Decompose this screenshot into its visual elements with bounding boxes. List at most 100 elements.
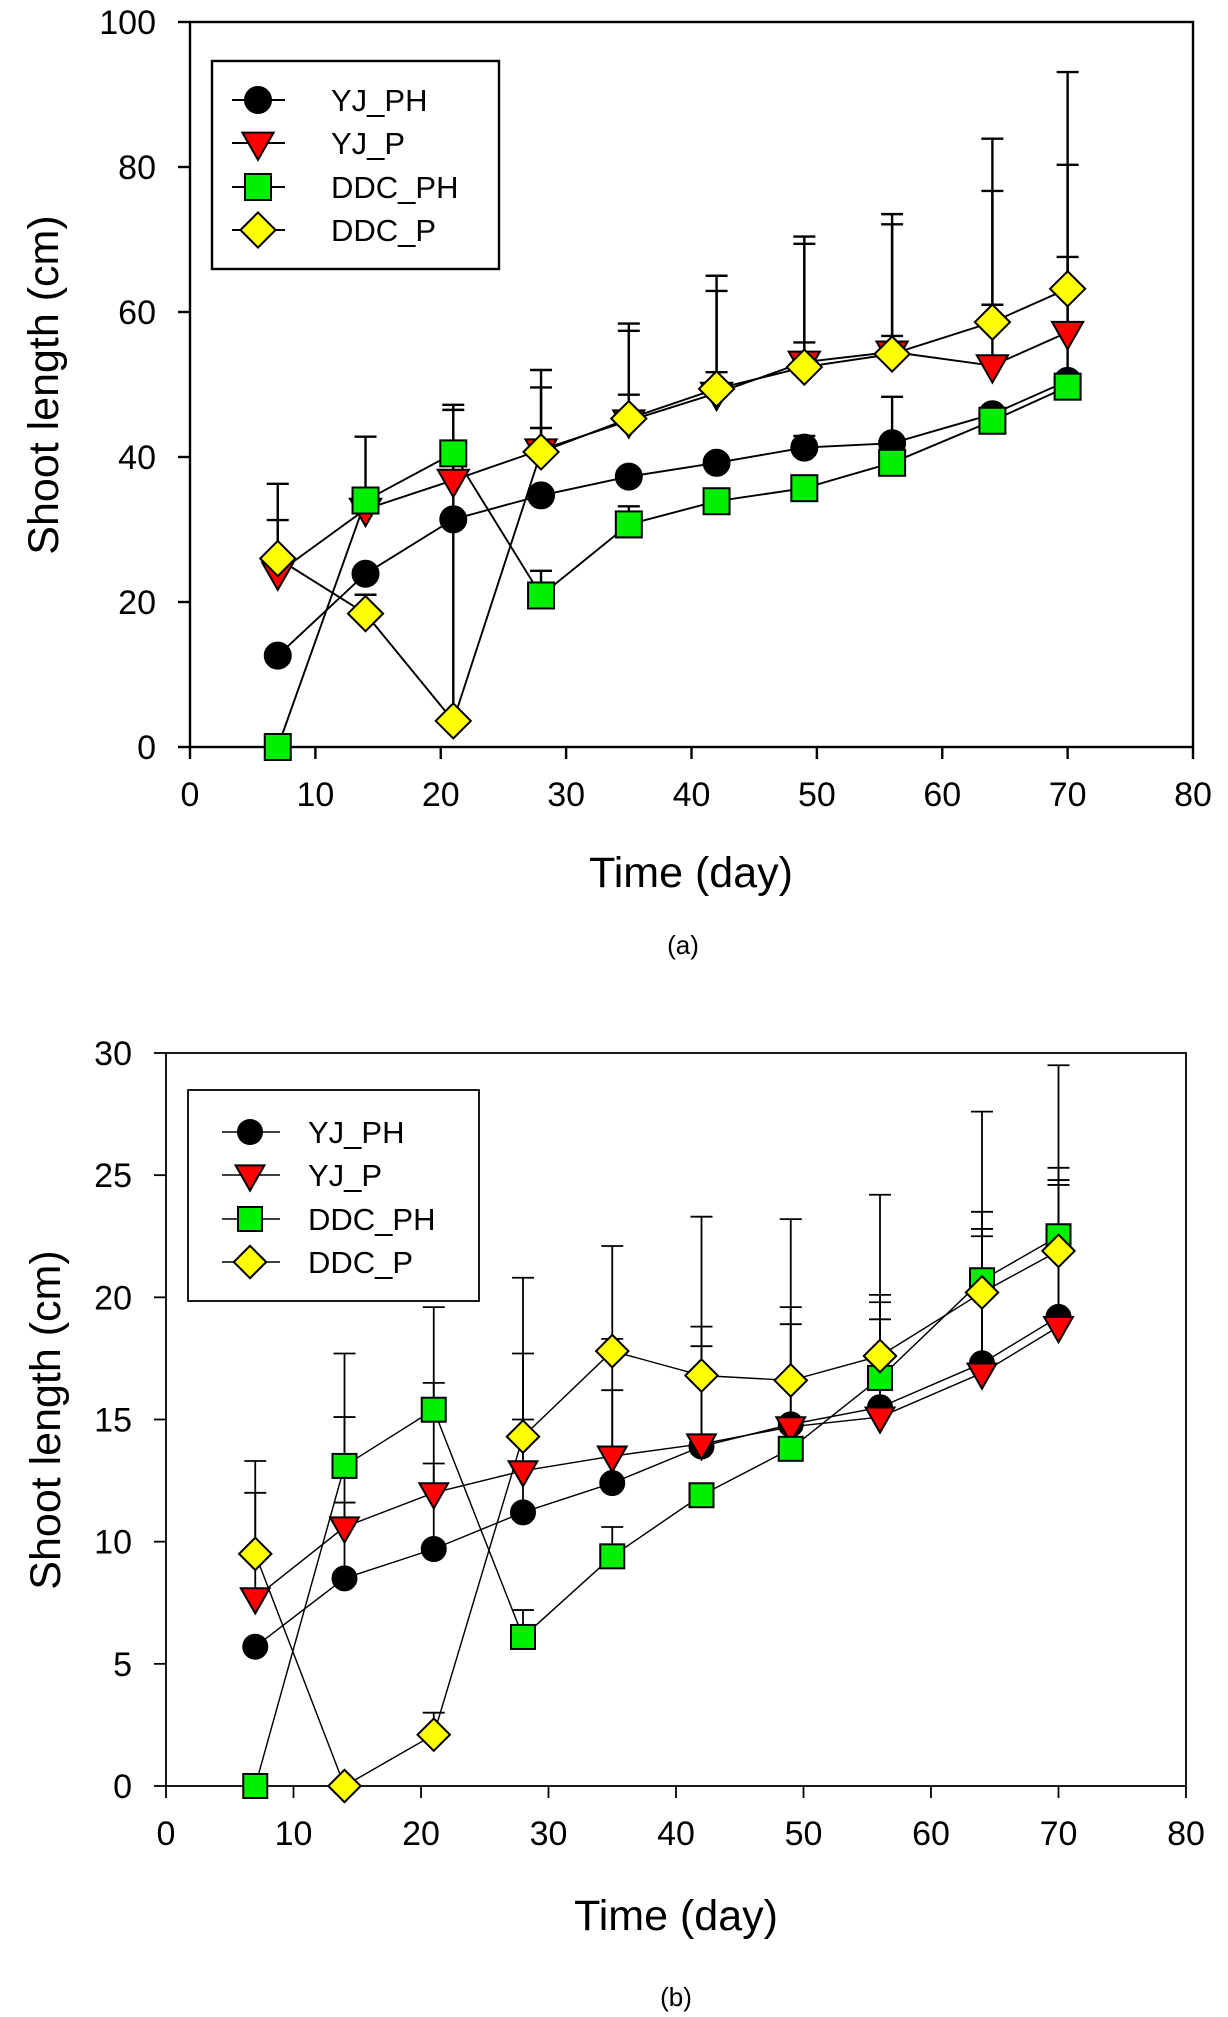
data-point-ddc-ph xyxy=(878,448,907,477)
legend-label: YJ_P xyxy=(308,1158,382,1193)
data-point-ddc-ph xyxy=(242,1773,269,1799)
x-tick-label: 10 xyxy=(275,1815,313,1853)
data-point-ddc-p xyxy=(862,1338,898,1374)
y-tick-label: 20 xyxy=(118,584,156,622)
data-point-ddc-p xyxy=(522,432,561,471)
legend-square-icon xyxy=(237,1206,263,1232)
x-tick-label: 0 xyxy=(181,776,200,814)
data-point-yj-ph xyxy=(527,481,556,510)
data-point-ddc-ph xyxy=(688,1482,715,1509)
data-point-ddc-p xyxy=(964,1274,1000,1311)
legend-triangle-down-icon xyxy=(233,1164,267,1193)
legend-label: DDC_P xyxy=(331,213,436,248)
data-point-yj-p xyxy=(435,468,471,500)
data-point-ddc-p xyxy=(1040,1233,1077,1269)
x-tick-label: 20 xyxy=(422,776,460,814)
y-tick-label: 60 xyxy=(118,294,156,332)
legend-label: DDC_PH xyxy=(331,170,458,205)
data-point-ddc-p xyxy=(237,1536,273,1572)
data-point-yj-ph xyxy=(420,1535,447,1562)
y-tick-label: 40 xyxy=(118,439,156,477)
data-point-yj-p xyxy=(863,1406,897,1435)
series-line-ddc-ph xyxy=(254,1235,1059,1787)
legend: YJ_PH YJ_P DDC_PH DDC_P xyxy=(187,1089,480,1302)
data-point-ddc-p xyxy=(258,539,297,578)
panel-label: (a) xyxy=(667,930,699,960)
legend-item: YJ_P xyxy=(232,126,405,162)
series-line-yj-ph xyxy=(277,379,1069,657)
y-tick-label: 25 xyxy=(94,1157,132,1195)
data-point-ddc-p xyxy=(609,399,648,438)
data-point-ddc-p xyxy=(326,1768,363,1804)
legend-label: DDC_PH xyxy=(308,1202,435,1237)
plot-area: 0 10 20 30 40 50 60 70 80 0 5 10 15 20 25 30 xyxy=(94,1035,1205,1853)
data-point-ddc-ph xyxy=(420,1396,447,1423)
x-axis-title: Time (day) xyxy=(574,1892,778,1940)
series-line-ddc-p xyxy=(254,1250,1059,1788)
chart-panel-b: Shoot length (cm) Time (day) (b) 0 10 20 30… xyxy=(22,1035,1205,2012)
data-point-ddc-p xyxy=(416,1717,452,1753)
x-tick-label: 80 xyxy=(1167,1815,1205,1853)
data-point-yj-p xyxy=(774,1416,807,1445)
legend-label: DDC_P xyxy=(308,1245,413,1280)
data-point-ddc-ph xyxy=(599,1543,626,1570)
data-point-ddc-ph xyxy=(614,510,643,539)
data-point-ddc-p xyxy=(773,1362,809,1399)
data-point-yj-p xyxy=(965,1362,999,1391)
data-point-ddc-p xyxy=(785,348,824,387)
x-tick-label: 30 xyxy=(530,1815,568,1853)
data-point-ddc-ph xyxy=(527,581,556,610)
data-point-ddc-ph xyxy=(331,1452,358,1479)
series-line-yj-p xyxy=(254,1326,1059,1599)
panel-label: (b) xyxy=(660,1982,692,2012)
data-point-ddc-p xyxy=(873,335,912,374)
x-tick-label: 10 xyxy=(296,776,334,814)
data-point-yj-p xyxy=(1050,320,1085,352)
data-point-ddc-ph xyxy=(263,733,292,761)
legend-item: DDC_P xyxy=(222,1244,413,1280)
data-point-ddc-ph xyxy=(790,474,819,503)
legend-square-icon xyxy=(244,173,272,201)
data-point-yj-p xyxy=(506,1460,540,1489)
y-tick-label: 100 xyxy=(99,4,156,42)
x-tick-label: 50 xyxy=(798,776,836,814)
plot-area: 0 10 20 30 40 50 60 70 80 0 20 40 60 80 100 xyxy=(99,4,1212,814)
data-point-ddc-ph xyxy=(777,1435,804,1462)
legend-item: DDC_PH xyxy=(232,170,458,205)
x-tick-label: 60 xyxy=(912,1815,950,1853)
legend: YJ_PH YJ_P DDC_PH DDC_P xyxy=(210,59,501,271)
y-tick-label: 5 xyxy=(113,1646,132,1684)
data-point-yj-p xyxy=(975,354,1010,385)
data-point-ddc-p xyxy=(346,594,385,633)
legend-diamond-icon xyxy=(232,1244,268,1280)
chart-panel-a: Shoot length (cm) Time (day) (a) 0 10 20 30… xyxy=(20,4,1212,960)
data-point-ddc-p xyxy=(683,1357,720,1394)
legend-label: YJ_P xyxy=(331,126,405,161)
x-tick-label: 70 xyxy=(1049,776,1087,814)
legend-item: DDC_PH xyxy=(222,1202,435,1237)
data-point-ddc-p xyxy=(1048,269,1087,308)
x-tick-label: 30 xyxy=(547,776,585,814)
x-tick-label: 0 xyxy=(157,1815,176,1853)
data-point-yj-ph xyxy=(242,1633,269,1660)
x-tick-label: 80 xyxy=(1174,776,1212,814)
data-point-ddc-ph xyxy=(351,486,380,515)
data-point-ddc-ph xyxy=(702,487,731,516)
legend-circle-icon xyxy=(244,86,272,114)
data-point-yj-p xyxy=(239,1587,272,1616)
legend-label: YJ_PH xyxy=(331,83,427,118)
series-line-ddc-p xyxy=(277,287,1069,723)
x-axis-title: Time (day) xyxy=(589,849,793,897)
data-point-ddc-p xyxy=(505,1418,541,1455)
data-point-yj-ph xyxy=(790,433,819,462)
data-point-yj-p xyxy=(1042,1316,1075,1345)
legend-circle-icon xyxy=(237,1119,263,1145)
data-point-yj-ph xyxy=(614,462,643,491)
data-point-ddc-p xyxy=(434,701,473,740)
legend-item: DDC_P xyxy=(232,211,436,249)
y-tick-label: 20 xyxy=(94,1279,132,1317)
x-tick-label: 70 xyxy=(1040,1815,1078,1853)
series-line-yj-p xyxy=(277,331,1069,574)
data-point-yj-ph xyxy=(351,559,380,588)
